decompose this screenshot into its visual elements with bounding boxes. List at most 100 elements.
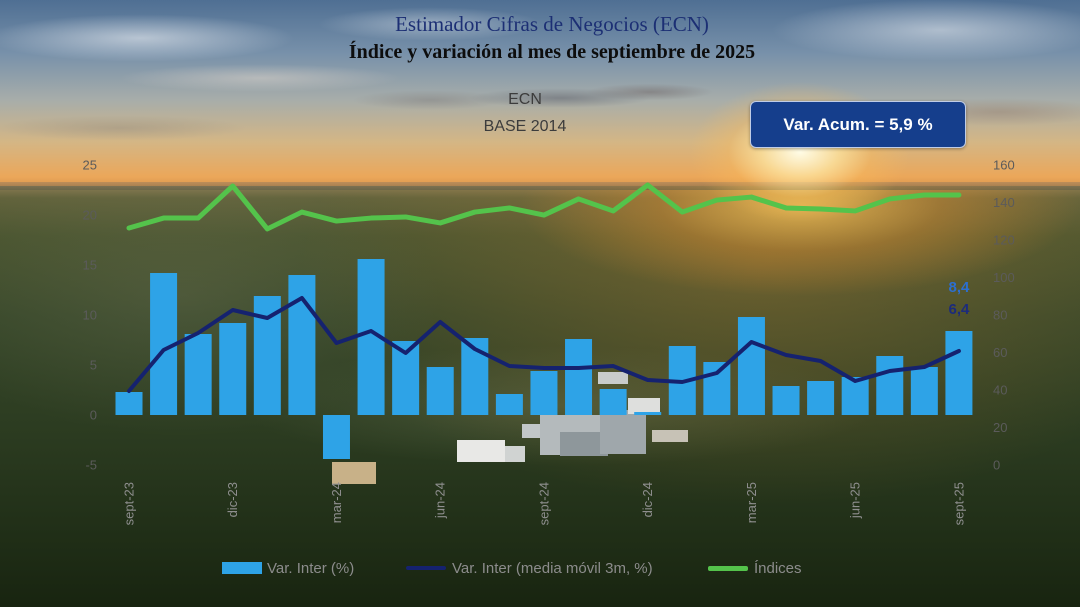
left-axis-tick-label: -5 [85,458,97,473]
moving-average-point [231,308,235,312]
x-axis-tick-label: dic-23 [225,482,240,517]
var-inter-bar [322,415,350,459]
bar-value-label: 8,4 [948,279,970,296]
var-inter-bar [219,323,247,415]
var-inter-bar [876,356,904,415]
factory-building [600,410,646,454]
x-axis-tick-label: jun-25 [848,482,863,519]
moving-average-point [265,316,269,320]
index-point [507,206,511,210]
moving-average-point [542,366,546,370]
left-axis-tick-label: 15 [83,258,97,273]
moving-average-point [611,364,615,368]
data-labels: 8,46,4 [948,279,970,318]
index-point [369,216,373,220]
accumulated-variation-badge: Var. Acum. = 5,9 % [750,101,966,148]
var-inter-bar [530,371,558,415]
moving-average-point [369,329,373,333]
index-point [127,226,131,230]
moving-average-point [715,371,719,375]
right-axis-tick-label: 120 [993,233,1015,248]
index-point [542,213,546,217]
series-name-label: ECN [508,91,542,108]
moving-average-line [127,296,961,393]
index-series [126,182,962,232]
index-point [922,193,926,197]
index-point [715,198,719,202]
factory-building [505,446,525,462]
var-inter-bar [772,386,800,415]
moving-average-point [957,349,961,353]
sand-patch [332,462,376,484]
index-point [473,210,477,214]
x-axis-tick-label: sept-23 [122,482,137,525]
left-axis-tick-label: 20 [83,208,97,223]
moving-average-point [784,353,788,357]
index-point [749,195,753,199]
index-point [196,216,200,220]
index-point [577,197,581,201]
moving-average-point [334,341,338,345]
var-inter-bar [565,339,593,415]
right-axis-tick-label: 20 [993,420,1007,435]
x-axis-tick-label: mar-24 [329,482,344,523]
var-inter-bar [184,334,212,415]
moving-average-point [438,320,442,324]
right-axis-tick-label: 140 [993,195,1015,210]
right-axis-tick-label: 0 [993,458,1000,473]
legend-item-var-inter: Var. Inter (%) [222,558,354,578]
right-axis-tick-label: 40 [993,383,1007,398]
var-inter-bar [703,362,731,415]
factory-building [457,440,505,462]
right-axis-tick-label: 100 [993,270,1015,285]
left-axis: 25 20 15 10 5 0 -5 [83,158,97,473]
chart-subtitle: Índice y variación al mes de septiembre … [348,41,756,63]
legend-item-indices: Índices [708,558,802,578]
moving-average-point [577,366,581,370]
index-point [888,197,892,201]
x-axis-tick-label: sept-25 [951,482,966,525]
index-point [819,207,823,211]
index-point [957,193,961,197]
legend-label: Var. Inter (media móvil 3m, %) [452,559,653,577]
legend-swatch-line [406,566,446,570]
legend-swatch-bar [222,562,262,574]
factory-yard [652,430,688,442]
moving-average-point [300,296,304,300]
moving-average-point [646,378,650,382]
var-inter-bar [807,381,835,415]
legend-item-moving-average: Var. Inter (media móvil 3m, %) [406,558,653,578]
index-point [680,210,684,214]
moving-average-point [819,359,823,363]
x-axis-tick-label: sept-24 [536,482,551,525]
var-inter-bar [599,389,627,415]
horizon-haze [0,182,1080,190]
left-axis-tick-label: 5 [90,358,97,373]
line-value-label: 6,4 [948,301,970,318]
moving-average-point [853,379,857,383]
var-inter-bar [945,331,973,415]
x-axis: sept-23 dic-23 mar-24 jun-24 sept-24 dic-24 ma… [122,482,967,525]
var-inter-bar [115,392,143,415]
index-point [300,210,304,214]
moving-average-point [196,331,200,335]
right-axis: 160 140 120 100 80 60 40 20 0 [993,158,1015,473]
moving-average-point [162,348,166,352]
right-axis-tick-label: 60 [993,345,1007,360]
var-inter-bar [495,394,523,415]
index-point [404,215,408,219]
x-axis-tick-label: mar-25 [744,482,759,523]
chart-title: Estimador Cifras de Negocios (ECN) [395,12,709,36]
legend-label: Índices [754,559,802,577]
index-point [231,184,235,188]
moving-average-point [749,340,753,344]
index-line [126,182,962,232]
var-inter-bar [841,377,869,415]
var-inter-bar [634,412,662,415]
moving-average-point [127,389,131,393]
right-axis-tick-label: 80 [993,308,1007,323]
left-axis-tick-label: 10 [83,308,97,323]
factory-building [522,424,544,438]
var-inter-bars [115,259,973,459]
